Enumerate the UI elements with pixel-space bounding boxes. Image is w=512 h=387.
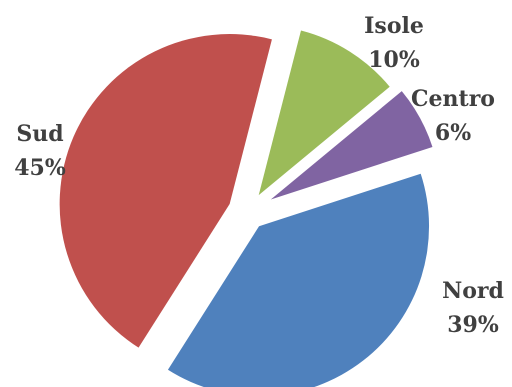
pie-slices [59,30,433,387]
label-nord-category: Nord [442,278,504,304]
pie-slice-sud [59,34,272,348]
label-isole-category: Isole [364,13,424,39]
label-isole-value: 10% [368,47,420,73]
label-nord-value: 39% [447,312,499,338]
label-sud-category: Sud [16,121,63,147]
pie-slice-isole [258,30,390,196]
label-sud: Sud 45% [14,121,66,181]
label-centro-category: Centro [411,86,495,112]
pie-slice-nord [167,173,430,387]
label-isole: Isole 10% [364,13,424,73]
label-nord: Nord 39% [442,278,504,338]
label-centro-value: 6% [435,120,471,146]
label-centro: Centro 6% [411,86,495,146]
label-sud-value: 45% [14,155,66,181]
pie-slice-centro [270,91,433,200]
